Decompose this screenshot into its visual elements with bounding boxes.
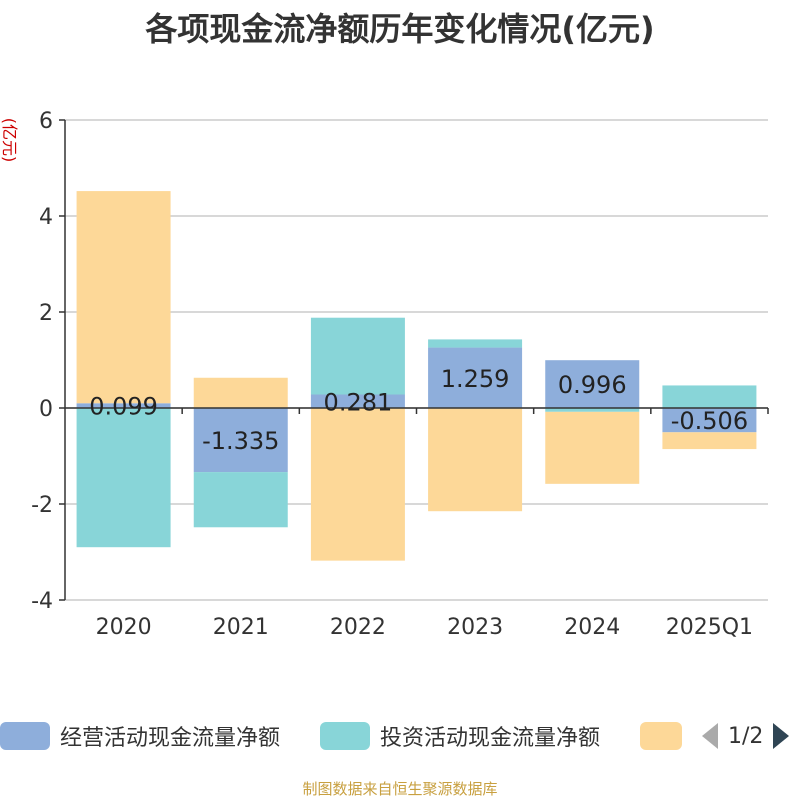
y-tick-label: 6 <box>39 109 53 134</box>
bar-series-1 <box>428 339 523 348</box>
legend-pager: 1/2 <box>700 720 791 752</box>
legend-swatch-operating <box>0 722 50 750</box>
data-label: 0.099 <box>89 393 158 421</box>
bar-series-2 <box>76 191 171 404</box>
x-tick-label: 2022 <box>330 615 386 640</box>
bar-series-0 <box>662 408 757 433</box>
data-label: -0.506 <box>671 407 748 435</box>
legend-label-operating: 经营活动现金流量净额 <box>60 726 281 751</box>
legend-item-financing[interactable] <box>640 720 682 752</box>
legend: 经营活动现金流量净额 投资活动现金流量净额 1/2 <box>0 716 800 756</box>
bar-series-1 <box>545 408 640 412</box>
legend-swatch-investing <box>320 722 370 750</box>
bar-series-2 <box>193 377 288 408</box>
data-label: 0.281 <box>324 388 393 416</box>
x-tick-label: 2020 <box>96 615 152 640</box>
legend-item-investing[interactable]: 投资活动现金流量净额 <box>320 720 600 752</box>
x-tick-label: 2024 <box>564 615 620 640</box>
bar-series-2 <box>662 432 757 450</box>
data-label: -1.335 <box>202 427 279 455</box>
x-tick-label: 2023 <box>447 615 503 640</box>
bar-series-1 <box>310 317 405 395</box>
bar-chart: -4 -2 0 2 4 6 (亿元) 2020 2021 2022 2023 2024 2025Q1 0.… <box>0 109 769 640</box>
y-tick-label: 2 <box>39 301 53 326</box>
prev-page-icon[interactable] <box>700 721 720 751</box>
legend-label-investing: 投资活动现金流量净额 <box>380 726 601 751</box>
legend-item-operating[interactable]: 经营活动现金流量净额 <box>0 720 280 752</box>
y-tick-label: 4 <box>39 205 53 230</box>
data-label: 1.259 <box>441 365 510 393</box>
y-tick-label: 0 <box>39 397 53 422</box>
y-axis-label: (亿元) <box>0 118 19 163</box>
bar-series-0 <box>310 394 405 408</box>
x-tick-label: 2025Q1 <box>666 615 753 640</box>
bar-series-2 <box>545 411 640 484</box>
x-tick-label: 2021 <box>213 615 269 640</box>
y-tick-label: -2 <box>31 493 53 518</box>
legend-page-indicator: 1/2 <box>728 723 764 749</box>
next-page-icon[interactable] <box>771 721 791 751</box>
y-tick-label: -4 <box>31 589 53 614</box>
bar-series-0 <box>428 347 523 408</box>
chart-title: 各项现金流净额历年变化情况(亿元) <box>145 10 655 48</box>
bar-series-0 <box>193 408 288 473</box>
data-source-note: 制图数据来自恒生聚源数据库 <box>302 780 498 798</box>
bar-series-0 <box>76 403 171 408</box>
bar-series-2 <box>310 408 405 561</box>
bar-series-1 <box>76 408 171 548</box>
bar-series-2 <box>428 408 523 512</box>
bar-series-0 <box>545 360 640 408</box>
bar-series-1 <box>662 385 757 408</box>
legend-swatch-financing <box>640 722 682 750</box>
data-label: 0.996 <box>558 371 627 399</box>
bar-series-1 <box>193 472 288 528</box>
